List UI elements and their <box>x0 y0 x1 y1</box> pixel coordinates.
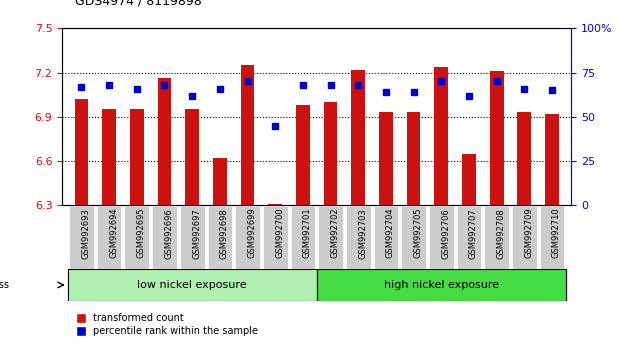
Bar <box>213 158 227 205</box>
Bar <box>485 207 508 268</box>
Bar <box>158 79 171 205</box>
Bar <box>181 207 204 268</box>
Bar <box>70 207 93 268</box>
Text: stress: stress <box>0 280 9 290</box>
Bar <box>236 207 259 268</box>
Bar <box>264 207 286 268</box>
Text: GSM992697: GSM992697 <box>192 208 201 259</box>
Bar <box>347 207 369 268</box>
Text: GSM992707: GSM992707 <box>469 208 478 259</box>
Bar <box>517 112 531 205</box>
Text: GSM992698: GSM992698 <box>220 208 229 259</box>
Bar <box>434 67 448 205</box>
Bar <box>296 105 310 205</box>
Bar <box>97 207 120 268</box>
Text: GSM992704: GSM992704 <box>386 208 395 258</box>
Text: GSM992703: GSM992703 <box>358 208 367 259</box>
Bar <box>458 207 480 268</box>
Bar <box>185 109 199 205</box>
Bar <box>541 207 563 268</box>
Text: GSM992699: GSM992699 <box>248 208 256 258</box>
Bar <box>374 207 397 268</box>
Text: GSM992705: GSM992705 <box>414 208 422 258</box>
Text: GSM992694: GSM992694 <box>109 208 118 258</box>
Bar <box>240 65 255 205</box>
Bar <box>209 207 231 268</box>
Bar <box>513 207 536 268</box>
Bar <box>125 207 148 268</box>
Bar <box>291 207 314 268</box>
Bar <box>379 112 393 205</box>
Bar <box>490 71 504 205</box>
Text: high nickel exposure: high nickel exposure <box>384 280 499 290</box>
Bar <box>324 102 337 205</box>
Bar <box>462 154 476 205</box>
Text: GDS4974 / 8119898: GDS4974 / 8119898 <box>75 0 201 7</box>
Bar <box>319 207 342 268</box>
Bar <box>75 99 88 205</box>
Text: GSM992696: GSM992696 <box>165 208 173 259</box>
Bar <box>130 109 143 205</box>
Bar <box>102 109 116 205</box>
Text: GSM992702: GSM992702 <box>330 208 340 258</box>
Text: GSM992710: GSM992710 <box>552 208 561 258</box>
Bar <box>153 207 176 268</box>
Bar <box>68 269 317 301</box>
Bar <box>317 269 566 301</box>
Text: low nickel exposure: low nickel exposure <box>137 280 247 290</box>
Bar <box>268 204 282 205</box>
Bar <box>317 269 566 301</box>
Bar <box>430 207 453 268</box>
Text: GSM992695: GSM992695 <box>137 208 146 258</box>
Bar <box>351 70 365 205</box>
Bar <box>545 114 559 205</box>
Legend: transformed count, percentile rank within the sample: transformed count, percentile rank withi… <box>67 309 262 340</box>
Text: GSM992709: GSM992709 <box>524 208 533 258</box>
Bar <box>68 269 317 301</box>
Text: GSM992706: GSM992706 <box>442 208 450 259</box>
Text: GSM992700: GSM992700 <box>275 208 284 258</box>
Text: GSM992693: GSM992693 <box>81 208 91 259</box>
Bar <box>407 112 420 205</box>
Bar <box>402 207 425 268</box>
Text: GSM992701: GSM992701 <box>303 208 312 258</box>
Text: GSM992708: GSM992708 <box>497 208 505 259</box>
